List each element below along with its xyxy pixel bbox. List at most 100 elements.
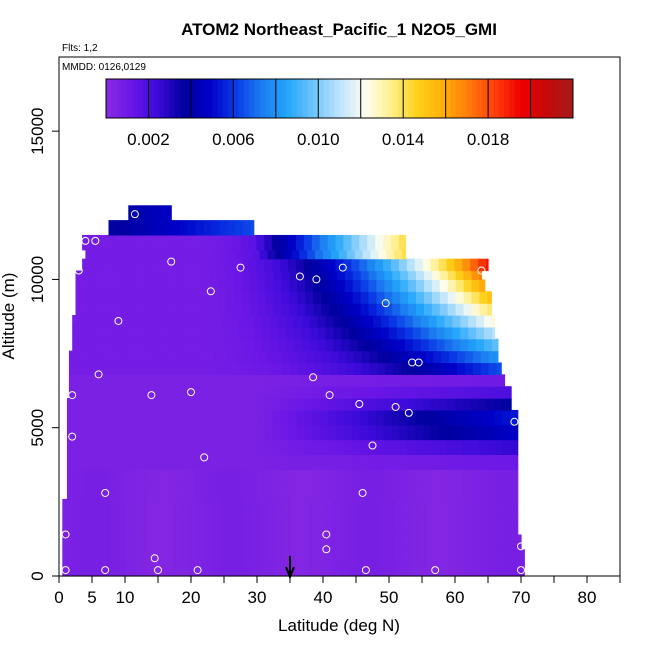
heatmap-cell	[201, 484, 211, 500]
heatmap-cell	[365, 326, 374, 340]
heatmap-cell	[132, 220, 141, 236]
heatmap-cell	[415, 439, 424, 456]
heatmap-cell	[211, 386, 220, 399]
colorbar-swatch	[525, 79, 531, 118]
heatmap-cell	[244, 534, 253, 550]
heatmap-cell	[288, 424, 298, 441]
heatmap-cell	[169, 398, 179, 411]
heatmap-cell	[409, 350, 418, 364]
heatmap-cell	[203, 386, 213, 399]
heatmap-cell	[320, 439, 329, 456]
heatmap-cell	[265, 291, 275, 304]
heatmap-cell	[154, 270, 164, 281]
heatmap-cell	[227, 249, 237, 260]
heatmap-cell	[455, 270, 465, 281]
marker-head	[285, 566, 295, 580]
heatmap-cell	[305, 291, 314, 304]
heatmap-cell	[108, 350, 118, 364]
heatmap-cell	[320, 398, 329, 411]
heatmap-cell	[272, 454, 282, 470]
heatmap-cell	[264, 234, 273, 251]
heatmap-cell	[354, 350, 363, 364]
heatmap-cell	[249, 439, 258, 456]
heatmap-cell	[321, 291, 330, 304]
heatmap-cell	[489, 498, 499, 518]
heatmap-cell	[161, 409, 171, 426]
heatmap-cell	[115, 291, 124, 304]
heatmap-cell	[394, 564, 404, 577]
heatmap-cell	[143, 315, 152, 328]
heatmap-cell	[470, 439, 480, 456]
heatmap-cell	[260, 498, 269, 518]
colorbar-swatch	[355, 79, 362, 118]
heatmap-cell	[369, 350, 379, 364]
heatmap-cell	[122, 454, 131, 470]
heatmap-cell	[175, 326, 184, 340]
heatmap-cell	[225, 270, 235, 281]
heatmap-cell	[133, 564, 143, 577]
heatmap-cell	[486, 484, 496, 500]
heatmap-cell	[407, 439, 416, 456]
sample-point	[101, 566, 110, 575]
heatmap-cell	[412, 338, 422, 352]
heatmap-cell	[381, 338, 390, 352]
heatmap-cell	[258, 386, 268, 399]
heatmap-cell	[464, 386, 474, 399]
heatmap-cell	[280, 469, 290, 485]
heatmap-cell	[183, 326, 192, 340]
heatmap-cell	[149, 498, 158, 518]
heatmap-cell	[98, 409, 108, 426]
heatmap-cell	[359, 398, 369, 411]
heatmap-cell	[291, 249, 300, 260]
heatmap-cell	[284, 498, 293, 518]
heatmap-cell	[254, 315, 263, 328]
heatmap-cell	[82, 454, 92, 470]
heatmap-cell	[479, 291, 488, 304]
heatmap-cell	[375, 398, 385, 411]
colorbar-swatch	[440, 79, 447, 118]
heatmap-cell	[203, 374, 213, 387]
heatmap-cell	[474, 534, 483, 550]
heatmap-cell	[417, 374, 426, 387]
heatmap-cell	[219, 220, 228, 236]
colorbar-swatch	[435, 79, 441, 118]
heatmap-cell	[466, 564, 475, 577]
heatmap-cell	[359, 454, 369, 470]
heatmap-cell	[99, 279, 108, 292]
heatmap-cell	[447, 469, 456, 485]
heatmap-cell	[415, 484, 424, 500]
heatmap-cell	[335, 258, 345, 272]
colorbar-swatch	[297, 79, 303, 118]
heatmap-cell	[281, 270, 290, 281]
heatmap-cell	[502, 439, 512, 456]
sample-point	[309, 373, 318, 382]
heatmap-cell	[249, 270, 259, 281]
heatmap-cell	[249, 291, 259, 304]
x-tick-label: 50	[380, 588, 399, 607]
heatmap-cell	[169, 469, 179, 485]
heatmap-cell	[331, 549, 341, 565]
colorbar-swatch	[132, 79, 139, 118]
heatmap-cell	[97, 234, 107, 251]
heatmap-cell	[170, 270, 180, 281]
heatmap-cell	[472, 350, 482, 364]
heatmap-cell	[431, 484, 440, 500]
heatmap-cell	[258, 362, 268, 375]
heatmap-cell	[106, 484, 116, 500]
heatmap-cell	[233, 303, 243, 316]
heatmap-cell	[312, 409, 321, 426]
heatmap-cell	[201, 469, 211, 485]
heatmap-cell	[214, 338, 224, 352]
heatmap-cell	[486, 398, 496, 411]
heatmap-cell	[159, 315, 168, 328]
heatmap-cell	[204, 498, 214, 518]
sample-point	[477, 266, 486, 275]
heatmap-cell	[262, 326, 271, 340]
heatmap-cell	[114, 484, 123, 500]
heatmap-cell	[164, 249, 174, 260]
heatmap-cell	[463, 291, 473, 304]
heatmap-cell	[86, 564, 95, 577]
heatmap-cell	[90, 258, 99, 272]
heatmap-cell	[416, 291, 425, 304]
heatmap-cell	[299, 564, 309, 577]
